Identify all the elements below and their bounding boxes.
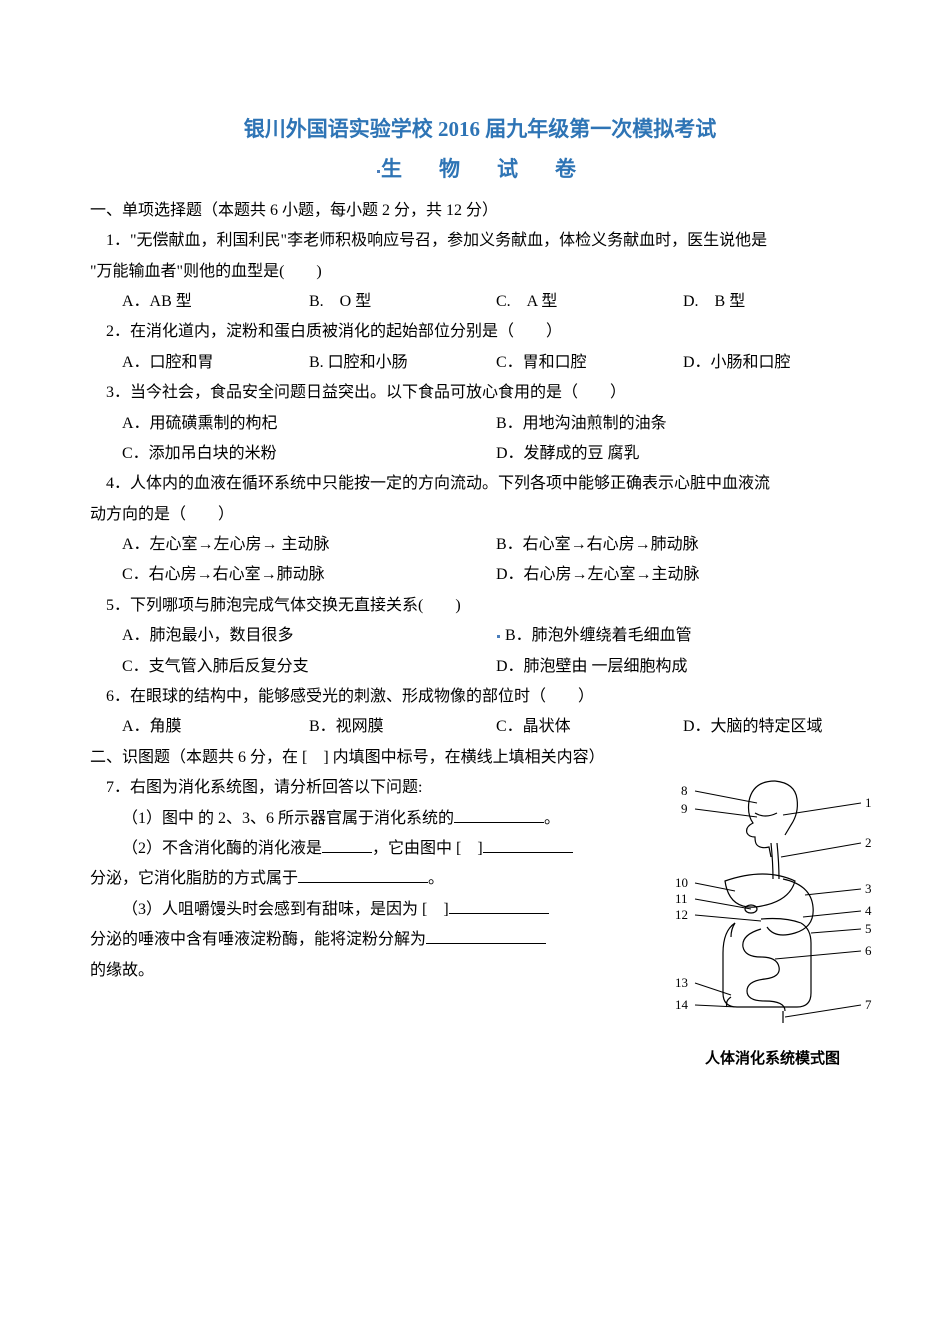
blank-1[interactable] <box>454 806 544 823</box>
q1-opt-b: B. O 型 <box>309 287 496 317</box>
q1-stem-line1: 1．"无偿献血，利国利民"李老师积极响应号召，参加义务献血，体检义务献血时，医生… <box>90 226 870 256</box>
label-10: 10 <box>675 875 688 890</box>
q7-p2-d: 。 <box>428 870 444 887</box>
section2-heading: 二、识图题（本题共 6 分，在 [ ] 内填图中标号，在横线上填相关内容） <box>90 743 870 773</box>
q6-opt-b: B．视网膜 <box>309 712 496 742</box>
q3-options: A．用硫磺熏制的枸杞 B．用地沟油煎制的油条 C．添加吊白块的米粉 D．发酵成的… <box>122 409 870 470</box>
q5-stem: 5．下列哪项与肺泡完成气体交换无直接关系( ) <box>90 591 870 621</box>
q3-stem: 3．当今社会，食品安全问题日益突出。以下食品可放心食用的是（ ） <box>90 378 870 408</box>
q1-options: A．AB 型 B. O 型 C. A 型 D. B 型 <box>122 287 870 317</box>
q4-options: A．左心室→左心房→ 主动脉 B．右心室→右心房→肺动脉 C．右心房→右心室→肺… <box>122 530 870 591</box>
diagram-svg: 8 9 10 11 12 13 14 1 2 3 4 5 6 7 <box>665 773 880 1033</box>
q1-opt-c: C. A 型 <box>496 287 683 317</box>
q2-opt-c: C．胃和口腔 <box>496 348 683 378</box>
q4-opt-d: D．右心房→左心室→主动脉 <box>496 560 870 590</box>
q6-options: A．角膜 B．视网膜 C．晶状体 D．大脑的特定区域 <box>122 712 870 742</box>
q6-stem: 6．在眼球的结构中，能够感受光的刺激、形成物像的部位时（ ） <box>90 682 870 712</box>
blank-2[interactable] <box>322 836 372 853</box>
exam-title: 银川外国语实验学校 2016 届九年级第一次模拟考试 <box>90 110 870 150</box>
q4-opt-c: C．右心房→右心室→肺动脉 <box>122 560 496 590</box>
q2-stem: 2．在消化道内，淀粉和蛋白质被消化的起始部位分别是（ ） <box>90 317 870 347</box>
q6-opt-c: C．晶状体 <box>496 712 683 742</box>
subtitle-text: 生 物 试 卷 <box>381 157 584 181</box>
label-5: 5 <box>865 921 872 936</box>
q7-p1-b: 。 <box>544 810 560 827</box>
q7-p3-a: （3）人咀嚼馒头时会感到有甜味，是因为 [ ] <box>122 901 449 918</box>
label-7: 7 <box>865 997 872 1012</box>
q6-opt-d: D．大脑的特定区域 <box>683 712 870 742</box>
q7-p1-a: （1）图中 的 2、3、6 所示器官属于消化系统的 <box>122 810 454 827</box>
label-2: 2 <box>865 835 872 850</box>
label-1: 1 <box>865 795 872 810</box>
q1-opt-a: A．AB 型 <box>122 287 309 317</box>
q4-stem-line1: 4．人体内的血液在循环系统中只能按一定的方向流动。下列各项中能够正确表示心脏中血… <box>90 469 870 499</box>
q5-opt-d: D．肺泡壁由 一层细胞构成 <box>496 652 870 682</box>
q4-stem-line2: 动方向的是（ ） <box>90 500 870 530</box>
q3-opt-d: D．发酵成的豆 腐乳 <box>496 439 870 469</box>
q4-opt-a: A．左心室→左心房→ 主动脉 <box>122 530 496 560</box>
diagram-caption: 人体消化系统模式图 <box>665 1045 880 1074</box>
exam-subtitle: 生 物 试 卷 <box>90 150 870 190</box>
label-8: 8 <box>681 783 688 798</box>
q5-opt-b: B．肺泡外缠绕着毛细血管 <box>496 621 870 651</box>
dot-accent-icon <box>377 170 380 173</box>
q3-opt-a: A．用硫磺熏制的枸杞 <box>122 409 496 439</box>
q3-opt-b: B．用地沟油煎制的油条 <box>496 409 870 439</box>
q7-p2-a: （2）不含消化酶的消化液是 <box>122 840 322 857</box>
dot-accent-icon <box>497 635 500 638</box>
section1-heading: 一、单项选择题（本题共 6 小题，每小题 2 分，共 12 分） <box>90 196 870 226</box>
q1-opt-d: D. B 型 <box>683 287 870 317</box>
label-6: 6 <box>865 943 872 958</box>
label-9: 9 <box>681 801 688 816</box>
blank-3[interactable] <box>483 836 573 853</box>
q7-p3-b: 分泌的唾液中含有唾液淀粉酶，能将淀粉分解为 <box>90 931 426 948</box>
q2-opt-b: B. 口腔和小肠 <box>309 348 496 378</box>
q7-area: 8 9 10 11 12 13 14 1 2 3 4 5 6 7 人体消化系统模… <box>90 773 870 986</box>
label-4: 4 <box>865 903 872 918</box>
q5-opt-b-text: B．肺泡外缠绕着毛细血管 <box>505 627 692 644</box>
blank-4[interactable] <box>298 866 428 883</box>
q6-opt-a: A．角膜 <box>122 712 309 742</box>
q7-p2-b: ，它由图中 [ ] <box>372 840 483 857</box>
q5-options: A．肺泡最小，数目很多 B．肺泡外缠绕着毛细血管 C．支气管入肺后反复分支 D．… <box>122 621 870 682</box>
q5-opt-a: A．肺泡最小，数目很多 <box>122 621 496 651</box>
label-14: 14 <box>675 997 689 1012</box>
q7-p2-c: 分泌，它消化脂肪的方式属于 <box>90 870 298 887</box>
q2-opt-d: D．小肠和口腔 <box>683 348 870 378</box>
q1-stem-line2: "万能输血者"则他的血型是( ) <box>90 257 870 287</box>
q2-opt-a: A．口腔和胃 <box>122 348 309 378</box>
blank-5[interactable] <box>449 897 549 914</box>
label-12: 12 <box>675 907 688 922</box>
q2-options: A．口腔和胃 B. 口腔和小肠 C．胃和口腔 D．小肠和口腔 <box>122 348 870 378</box>
label-13: 13 <box>675 975 688 990</box>
label-11: 11 <box>675 891 688 906</box>
q5-opt-c: C．支气管入肺后反复分支 <box>122 652 496 682</box>
q4-opt-b: B．右心室→右心房→肺动脉 <box>496 530 870 560</box>
label-3: 3 <box>865 881 872 896</box>
q3-opt-c: C．添加吊白块的米粉 <box>122 439 496 469</box>
digestive-system-diagram: 8 9 10 11 12 13 14 1 2 3 4 5 6 7 人体消化系统模… <box>665 773 880 1073</box>
blank-6[interactable] <box>426 927 546 944</box>
